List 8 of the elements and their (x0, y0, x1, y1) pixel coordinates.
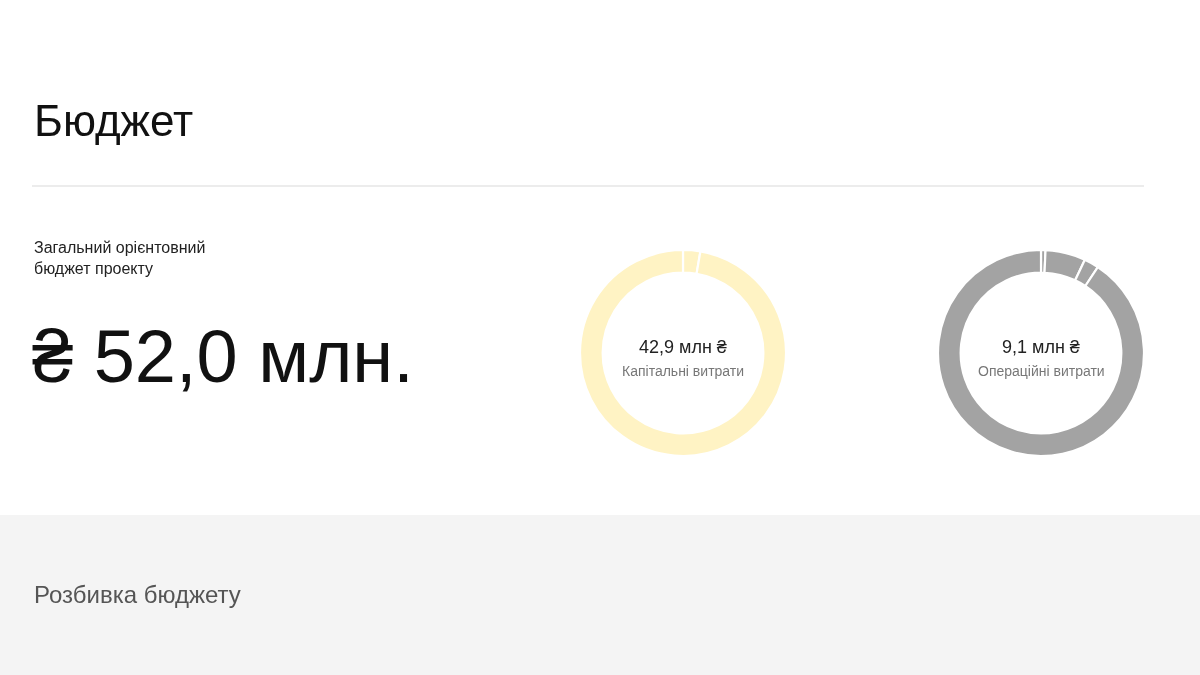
text: 42,9 млн ₴ (639, 337, 727, 357)
text: Операційні витрати (978, 363, 1105, 379)
text: Бюджет (34, 96, 194, 145)
text: Загальний орієнтовний бюджет проекту (34, 239, 206, 277)
text: Розбивка бюджету (34, 581, 241, 608)
text: Капітальні витрати (622, 363, 745, 379)
text: 9,1 млн ₴ (1002, 337, 1080, 357)
text: ₴ 52,0 млн. (32, 315, 414, 398)
